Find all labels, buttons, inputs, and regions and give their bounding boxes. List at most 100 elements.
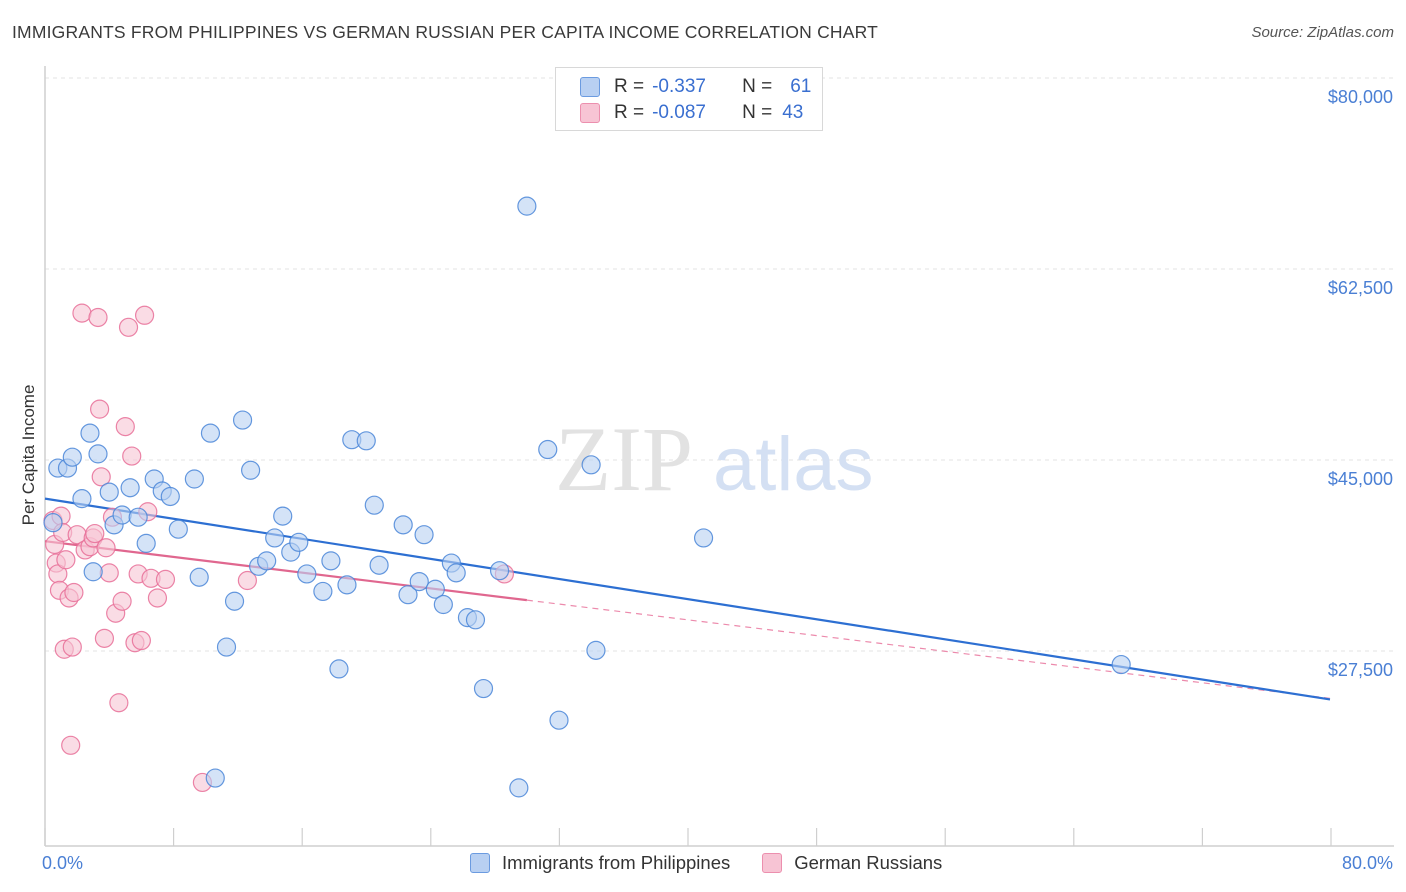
point-philippines xyxy=(232,410,253,430)
watermark-atlas: atlas xyxy=(713,422,874,507)
point-philippines xyxy=(1111,654,1131,675)
chart-title: IMMIGRANTS FROM PHILIPPINES VS GERMAN RU… xyxy=(12,22,879,42)
y-tick-label: $62,500 xyxy=(1328,278,1393,298)
legend-item-german-russians: German Russians xyxy=(762,852,942,874)
point-philippines xyxy=(538,439,558,460)
point-philippines xyxy=(321,551,341,571)
point-philippines xyxy=(329,659,349,679)
point-philippines xyxy=(224,591,245,611)
point-philippines xyxy=(398,585,418,605)
trend-line-german-russians xyxy=(44,540,528,602)
legend-r-value-german-russians: -0.087 xyxy=(652,102,706,123)
point-philippines xyxy=(693,528,714,548)
point-philippines xyxy=(72,489,92,509)
point-philippines xyxy=(549,710,569,730)
point-german-russians xyxy=(118,317,139,337)
point-german-russians xyxy=(56,550,76,570)
legend-swatch-german-russians xyxy=(762,853,783,873)
point-philippines xyxy=(473,678,494,699)
y-tick-label: $27,500 xyxy=(1328,660,1393,680)
trend-line-german-russians-extension xyxy=(526,599,1331,699)
point-german-russians xyxy=(90,399,110,419)
x-tick-labels: 0.0% 80.0% xyxy=(42,853,1393,873)
point-german-russians xyxy=(96,538,116,558)
point-philippines xyxy=(581,455,601,475)
point-german-russians xyxy=(237,570,257,591)
series-legend: Immigrants from Philippines German Russi… xyxy=(470,852,974,874)
point-philippines xyxy=(433,594,453,615)
point-philippines xyxy=(446,563,466,583)
point-philippines xyxy=(337,575,357,595)
point-philippines xyxy=(184,469,204,489)
point-philippines xyxy=(88,444,108,464)
point-philippines xyxy=(80,423,100,443)
legend-r-value-philippines: -0.337 xyxy=(652,76,706,97)
legend-label-philippines: Immigrants from Philippines xyxy=(502,852,731,873)
point-philippines xyxy=(297,564,317,584)
point-philippines xyxy=(112,505,132,525)
legend-n-label: N = xyxy=(742,102,773,123)
legend-n-value-philippines: 61 xyxy=(790,76,812,97)
axes xyxy=(44,66,1394,847)
point-philippines xyxy=(489,561,510,581)
correlation-legend: R = -0.337 N = 61 R = -0.087 N = 43 xyxy=(555,67,823,131)
source-label: Source: ZipAtlas.com xyxy=(1251,24,1394,41)
point-german-russians xyxy=(94,628,115,648)
point-philippines xyxy=(369,555,389,575)
point-philippines xyxy=(43,513,63,533)
point-german-russians xyxy=(112,591,132,611)
data-points xyxy=(43,196,1131,798)
point-philippines xyxy=(356,431,376,451)
point-philippines xyxy=(409,571,429,592)
legend-n-label: N = xyxy=(742,76,773,97)
point-german-russians xyxy=(134,305,155,325)
x-tick-label: 80.0% xyxy=(1342,853,1393,873)
y-tick-label: $45,000 xyxy=(1328,469,1393,489)
point-philippines xyxy=(216,637,237,657)
point-philippines xyxy=(136,533,156,553)
legend-swatch-philippines xyxy=(580,77,600,97)
point-philippines xyxy=(509,778,529,798)
point-philippines xyxy=(128,507,148,527)
legend-row-german-russians: R = -0.087 N = 43 xyxy=(580,100,803,126)
y-axis-label: Per Capita Income xyxy=(19,385,38,526)
point-philippines xyxy=(120,478,140,498)
point-philippines xyxy=(257,551,277,571)
point-german-russians xyxy=(147,588,168,608)
point-german-russians xyxy=(61,735,81,755)
point-german-russians xyxy=(109,693,129,713)
point-philippines xyxy=(289,532,309,552)
point-philippines xyxy=(62,447,82,467)
point-philippines xyxy=(393,515,413,535)
point-philippines xyxy=(425,579,445,599)
watermark-zip: ZIP xyxy=(555,408,693,510)
point-philippines xyxy=(99,482,119,502)
point-philippines xyxy=(83,562,103,582)
legend-label-german-russians: German Russians xyxy=(794,852,943,873)
y-tick-label: $80,000 xyxy=(1328,87,1393,107)
legend-r-label: R = xyxy=(614,102,645,123)
legend-swatch-philippines xyxy=(470,853,490,873)
point-german-russians xyxy=(155,569,176,590)
point-german-russians xyxy=(62,637,82,657)
point-philippines xyxy=(205,768,225,788)
x-tick-label: 0.0% xyxy=(42,853,83,873)
point-german-russians xyxy=(122,446,142,466)
point-philippines xyxy=(265,528,285,548)
point-philippines xyxy=(160,486,180,507)
legend-row-philippines: R = -0.337 N = 61 xyxy=(580,74,811,100)
point-philippines xyxy=(517,196,537,216)
legend-item-philippines: Immigrants from Philippines xyxy=(470,852,730,874)
point-german-russians xyxy=(131,630,151,651)
point-philippines xyxy=(241,460,261,480)
legend-n-value-german-russians: 43 xyxy=(782,102,804,123)
point-german-russians xyxy=(64,582,84,603)
y-tick-labels: $27,500 $45,000 $62,500 $80,000 xyxy=(1328,87,1393,680)
point-philippines xyxy=(273,506,293,526)
point-german-russians xyxy=(88,307,108,328)
point-german-russians xyxy=(85,523,105,544)
legend-swatch-german-russians xyxy=(580,103,600,123)
point-philippines xyxy=(364,495,384,515)
point-philippines xyxy=(168,519,188,539)
